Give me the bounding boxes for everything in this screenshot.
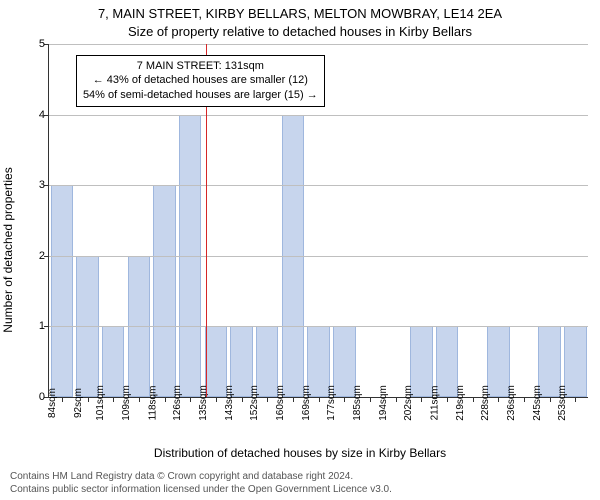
footnote-line-1: Contains HM Land Registry data © Crown c… <box>10 470 392 483</box>
x-tick-label: 126sqm <box>172 385 183 421</box>
x-tick-mark <box>550 397 551 402</box>
x-tick-mark <box>113 397 114 402</box>
x-tick-label: 211sqm <box>429 386 440 421</box>
x-tick-mark <box>498 397 499 402</box>
x-tick-label: 92sqm <box>72 388 83 418</box>
x-tick-label: 118sqm <box>147 386 158 421</box>
x-tick-mark <box>62 397 63 402</box>
x-tick-label: 160sqm <box>275 385 286 421</box>
bar-slot: 202sqm <box>408 44 434 397</box>
x-tick-label: 101sqm <box>95 385 106 421</box>
gridline <box>49 185 588 186</box>
bar-slot: 211sqm <box>434 44 460 397</box>
x-tick-mark <box>88 397 89 402</box>
y-tick-label: 2 <box>29 250 45 262</box>
gridline <box>49 326 588 327</box>
bar-slot: 84sqm <box>49 44 75 397</box>
x-tick-label: 84sqm <box>47 388 58 418</box>
x-tick-label: 194sqm <box>378 385 389 421</box>
x-tick-mark <box>190 397 191 402</box>
x-tick-label: 185sqm <box>352 385 363 421</box>
x-tick-mark <box>216 397 217 402</box>
x-tick-label: 253sqm <box>557 385 568 421</box>
x-tick-mark <box>370 397 371 402</box>
x-tick-mark <box>524 397 525 402</box>
y-tick-label: 3 <box>29 179 45 191</box>
x-tick-mark <box>267 397 268 402</box>
x-tick-label: 109sqm <box>121 385 132 421</box>
x-tick-label: 245sqm <box>532 385 543 421</box>
x-tick-label: 177sqm <box>326 385 337 421</box>
x-tick-mark <box>575 397 576 402</box>
y-tick-label: 0 <box>29 391 45 403</box>
bar-slot: 253sqm <box>562 44 588 397</box>
x-tick-label: 219sqm <box>455 385 466 421</box>
x-tick-label: 169sqm <box>301 385 312 421</box>
chart-title-sub: Size of property relative to detached ho… <box>0 24 600 39</box>
x-tick-mark <box>242 397 243 402</box>
annotation-line-3: 54% of semi-detached houses are larger (… <box>83 88 318 103</box>
chart-title-main: 7, MAIN STREET, KIRBY BELLARS, MELTON MO… <box>0 6 600 21</box>
annotation-box: 7 MAIN STREET: 131sqm← 43% of detached h… <box>76 55 325 108</box>
x-tick-mark <box>293 397 294 402</box>
y-tick-label: 5 <box>29 38 45 50</box>
bar-slot: 228sqm <box>485 44 511 397</box>
footnote: Contains HM Land Registry data © Crown c… <box>10 470 392 496</box>
bar-slot: 177sqm <box>331 44 357 397</box>
bar-slot: 219sqm <box>460 44 486 397</box>
annotation-line-2: ← 43% of detached houses are smaller (12… <box>83 73 318 88</box>
x-axis-label: Distribution of detached houses by size … <box>0 446 600 460</box>
x-tick-mark <box>473 397 474 402</box>
gridline <box>49 115 588 116</box>
x-tick-label: 135sqm <box>198 385 209 421</box>
bar-slot: 236sqm <box>511 44 537 397</box>
bar <box>153 185 176 397</box>
chart-container: 7, MAIN STREET, KIRBY BELLARS, MELTON MO… <box>0 0 600 500</box>
footnote-line-2: Contains public sector information licen… <box>10 483 392 496</box>
x-tick-mark <box>344 397 345 402</box>
x-tick-label: 152sqm <box>249 385 260 421</box>
gridline <box>49 256 588 257</box>
x-tick-mark <box>165 397 166 402</box>
x-tick-mark <box>396 397 397 402</box>
gridline <box>49 44 588 45</box>
y-tick-label: 4 <box>29 109 45 121</box>
annotation-line-1: 7 MAIN STREET: 131sqm <box>83 59 318 74</box>
plot-area: 84sqm92sqm101sqm109sqm118sqm126sqm135sqm… <box>48 44 588 398</box>
x-tick-mark <box>421 397 422 402</box>
bar-slot: 185sqm <box>357 44 383 397</box>
y-axis-label: Number of detached properties <box>1 167 15 332</box>
bar <box>51 185 74 397</box>
y-tick-label: 1 <box>29 320 45 332</box>
x-tick-mark <box>447 397 448 402</box>
bar-slot: 245sqm <box>537 44 563 397</box>
x-tick-label: 236sqm <box>506 385 517 421</box>
x-tick-label: 143sqm <box>224 385 235 421</box>
x-tick-label: 228sqm <box>480 385 491 421</box>
x-tick-mark <box>319 397 320 402</box>
x-tick-mark <box>139 397 140 402</box>
x-tick-label: 202sqm <box>403 385 414 421</box>
bar-slot: 194sqm <box>383 44 409 397</box>
